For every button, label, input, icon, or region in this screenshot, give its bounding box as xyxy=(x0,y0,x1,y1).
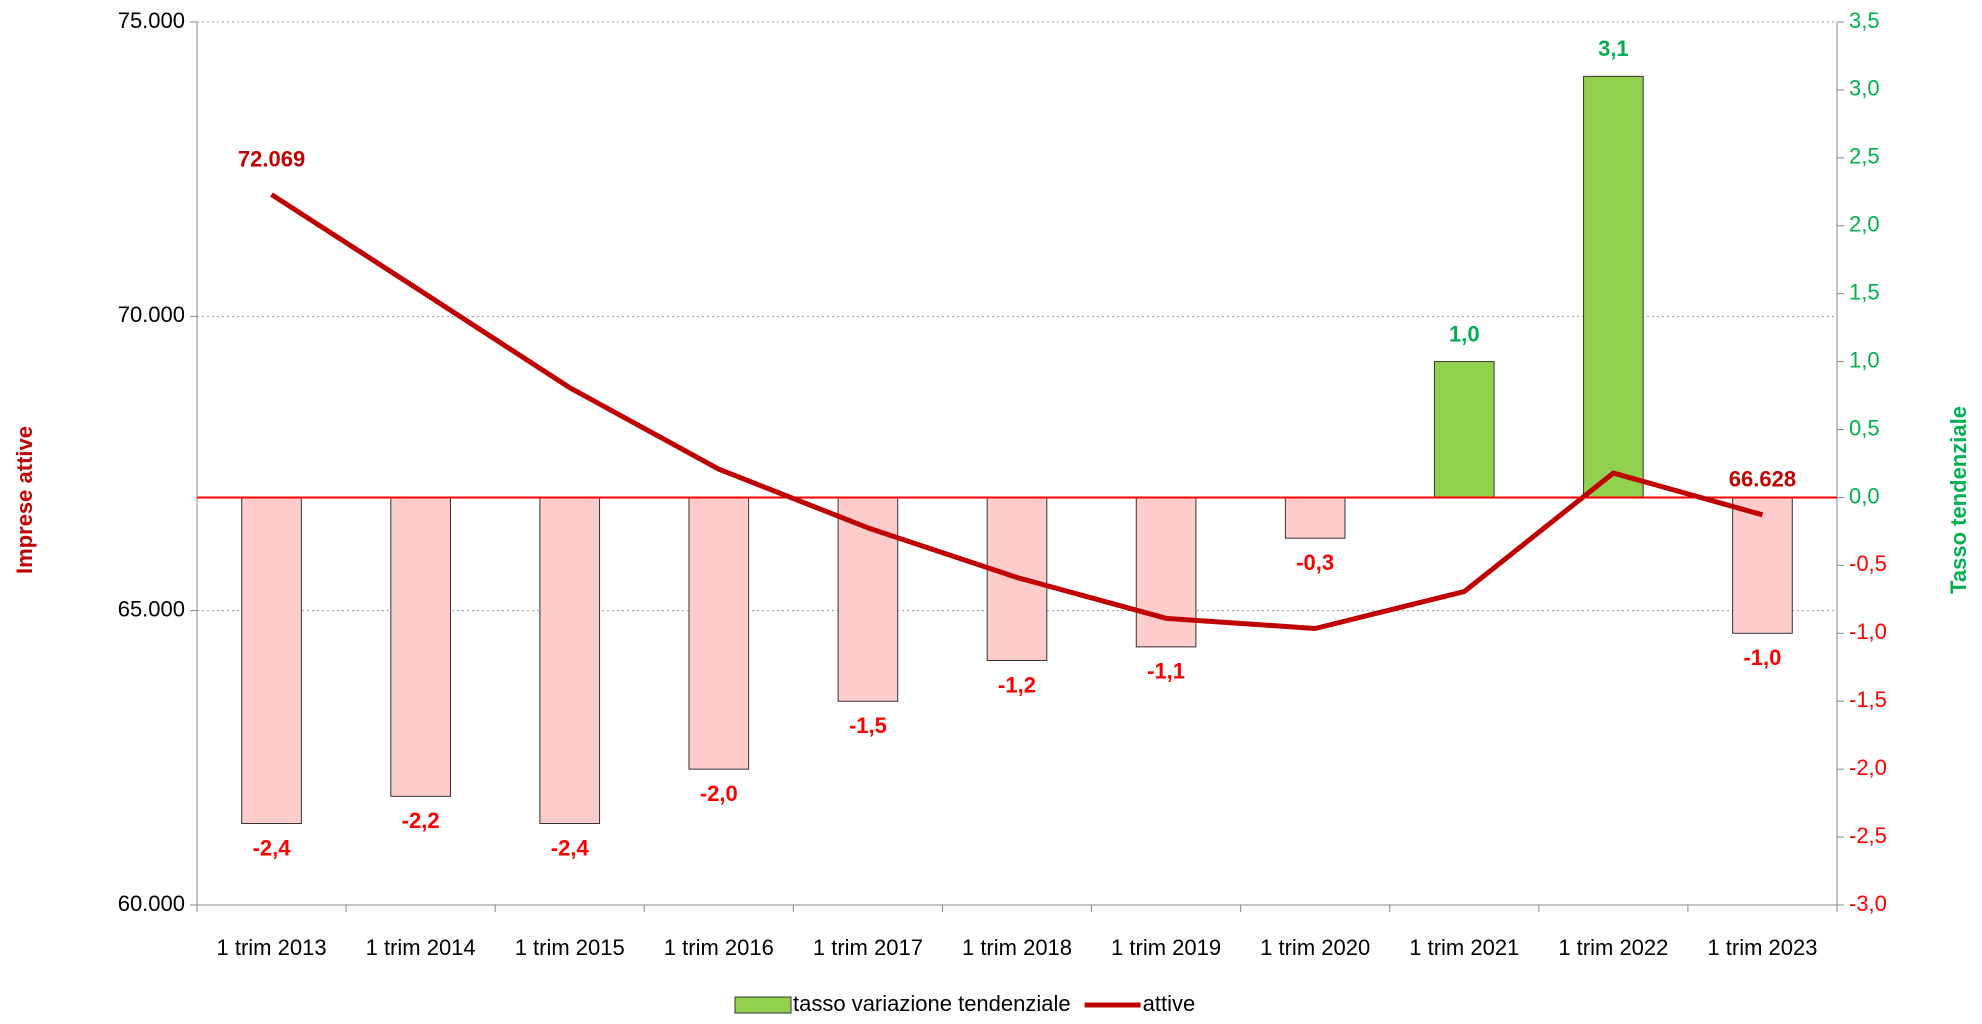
y2-tick-label: 3,5 xyxy=(1849,8,1880,33)
legend-label: tasso variazione tendenziale xyxy=(793,991,1071,1016)
x-tick-label: 1 trim 2022 xyxy=(1558,935,1668,960)
x-tick-label: 1 trim 2020 xyxy=(1260,935,1370,960)
x-tick-label: 1 trim 2018 xyxy=(962,935,1072,960)
bar-value-label: -2,4 xyxy=(551,835,590,860)
y2-axis-title: Tasso tendenziale xyxy=(1946,406,1971,594)
y-axis-title: Imprese attive xyxy=(12,426,37,574)
x-tick-label: 1 trim 2017 xyxy=(813,935,923,960)
x-tick-label: 1 trim 2021 xyxy=(1409,935,1519,960)
line xyxy=(270,192,1764,632)
y2-tick-label: -3,0 xyxy=(1849,891,1887,916)
x-tick-label: 1 trim 2015 xyxy=(515,935,625,960)
bar xyxy=(539,496,601,824)
bar-value-label: 3,1 xyxy=(1598,36,1629,61)
line-value-label: 66.628 xyxy=(1729,467,1796,492)
x-tick-label: 1 trim 2016 xyxy=(664,935,774,960)
legend-label: attive xyxy=(1143,991,1196,1016)
bar xyxy=(1284,496,1346,539)
y2-tick-label: 2,0 xyxy=(1849,212,1880,237)
y2-tick-label: -1,0 xyxy=(1849,619,1887,644)
x-tick-label: 1 trim 2013 xyxy=(217,935,327,960)
y2-tick-label: -0,5 xyxy=(1849,551,1887,576)
bar-value-label: -2,2 xyxy=(402,808,440,833)
y-tick-label: 65.000 xyxy=(118,596,185,621)
x-tick-label: 1 trim 2019 xyxy=(1111,935,1221,960)
y2-tick-label: -2,0 xyxy=(1849,755,1887,780)
y-tick-label: 70.000 xyxy=(118,302,185,327)
bar xyxy=(1135,496,1197,648)
y2-tick-label: -2,5 xyxy=(1849,823,1887,848)
x-tick-label: 1 trim 2014 xyxy=(366,935,476,960)
y2-tick-label: 1,5 xyxy=(1849,280,1880,305)
bar-value-label: 1,0 xyxy=(1449,321,1480,346)
bar xyxy=(688,496,750,770)
y-tick-label: 60.000 xyxy=(118,891,185,916)
y2-tick-label: 1,0 xyxy=(1849,347,1880,372)
y-tick-label: 75.000 xyxy=(118,8,185,33)
y2-tick-label: 3,0 xyxy=(1849,76,1880,101)
x-tick-label: 1 trim 2023 xyxy=(1707,935,1817,960)
bar xyxy=(1433,361,1495,498)
bar xyxy=(390,496,451,797)
bar-value-label: -2,0 xyxy=(700,781,738,806)
y2-tick-label: -1,5 xyxy=(1849,687,1887,712)
legend-swatch xyxy=(734,996,792,1014)
y2-tick-label: 2,5 xyxy=(1849,144,1880,169)
bar-value-label: -2,4 xyxy=(253,835,292,860)
bar-value-label: -1,2 xyxy=(998,672,1036,697)
y2-tick-label: 0,0 xyxy=(1849,483,1880,508)
bar xyxy=(1732,496,1793,634)
bar-value-label: -1,0 xyxy=(1743,645,1781,670)
bar xyxy=(241,496,302,824)
y2-tick-label: 0,5 xyxy=(1849,415,1880,440)
bar-value-label: -1,1 xyxy=(1147,659,1185,684)
bar xyxy=(1583,75,1644,498)
bar-value-label: -0,3 xyxy=(1296,550,1334,575)
bar-value-label: -1,5 xyxy=(849,713,887,738)
line-value-label: 72.069 xyxy=(238,146,305,171)
